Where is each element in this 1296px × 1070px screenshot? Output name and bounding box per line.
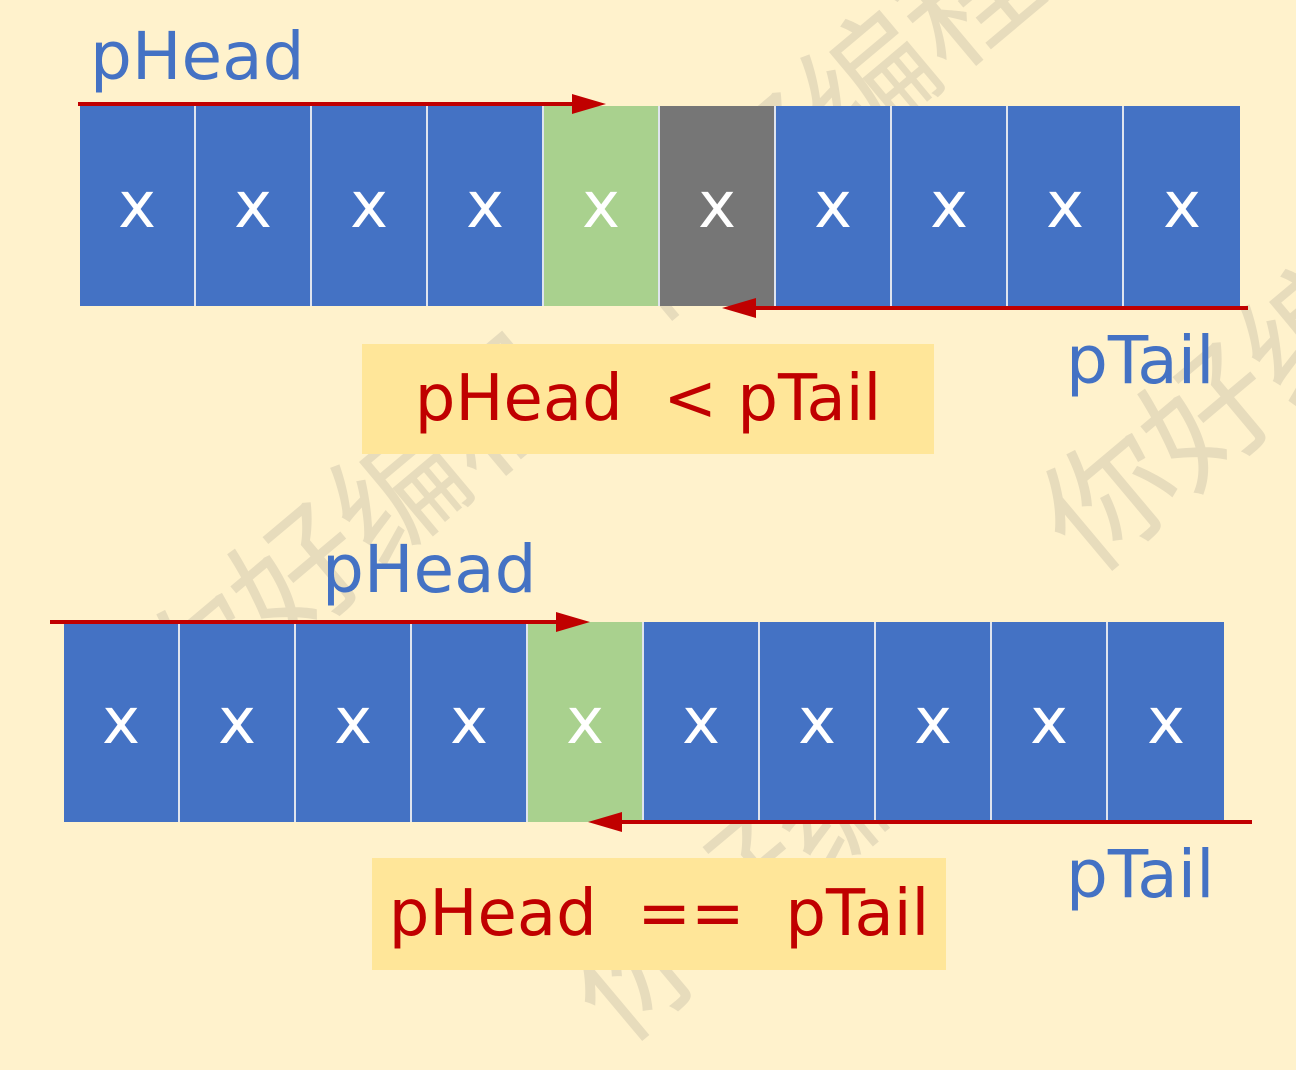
cell-value: x — [1030, 685, 1068, 759]
array-cell: x — [296, 622, 412, 822]
ptail-arrow — [722, 298, 1248, 318]
cell-value: x — [450, 685, 488, 759]
array-cells: x x x x x x x x x x — [80, 106, 1240, 306]
array-cell: x — [196, 106, 312, 306]
array-cell: x — [776, 106, 892, 306]
phead-label: pHead — [90, 18, 305, 95]
arrow-head — [556, 612, 590, 632]
array-cell-head: x — [544, 106, 660, 306]
cell-value: x — [118, 169, 156, 243]
array-cell-head-tail: x — [528, 622, 644, 822]
array-cell: x — [876, 622, 992, 822]
array-cells: x x x x x x x x x x — [64, 622, 1224, 822]
cell-value: x — [1046, 169, 1084, 243]
cell-value: x — [102, 685, 140, 759]
array-cell: x — [1124, 106, 1240, 306]
phead-label: pHead — [322, 531, 537, 608]
cell-value: x — [350, 169, 388, 243]
cell-value: x — [582, 169, 620, 243]
arrow-head — [722, 298, 756, 318]
cell-value: x — [682, 685, 720, 759]
cell-value: x — [798, 685, 836, 759]
array-cell: x — [1008, 106, 1124, 306]
cell-value: x — [218, 685, 256, 759]
cell-value: x — [698, 169, 736, 243]
ptail-arrow — [588, 812, 1252, 832]
array-cell: x — [428, 106, 544, 306]
array-cell: x — [412, 622, 528, 822]
cell-value: x — [466, 169, 504, 243]
pointer-arrows — [50, 94, 1252, 832]
cell-value: x — [1163, 169, 1201, 243]
phead-arrow — [78, 94, 606, 114]
phead-arrow — [50, 612, 590, 632]
cell-value: x — [1147, 685, 1185, 759]
array-cell: x — [80, 106, 196, 306]
condition-box: pHead < pTail — [362, 344, 934, 454]
array-cell: x — [64, 622, 180, 822]
cell-value: x — [814, 169, 852, 243]
arrow-head — [572, 94, 606, 114]
ptail-label: pTail — [1066, 836, 1215, 913]
array-cell: x — [644, 622, 760, 822]
cell-value: x — [566, 685, 604, 759]
array-cell-tail: x — [660, 106, 776, 306]
condition-box: pHead == pTail — [372, 858, 946, 970]
array-cell: x — [180, 622, 296, 822]
cell-value: x — [234, 169, 272, 243]
array-cell: x — [760, 622, 876, 822]
cell-value: x — [334, 685, 372, 759]
array-cell: x — [312, 106, 428, 306]
arrow-head — [588, 812, 622, 832]
cell-value: x — [930, 169, 968, 243]
array-cell: x — [892, 106, 1008, 306]
cell-value: x — [914, 685, 952, 759]
array-cell: x — [992, 622, 1108, 822]
array-cell: x — [1108, 622, 1224, 822]
ptail-label: pTail — [1066, 322, 1215, 399]
